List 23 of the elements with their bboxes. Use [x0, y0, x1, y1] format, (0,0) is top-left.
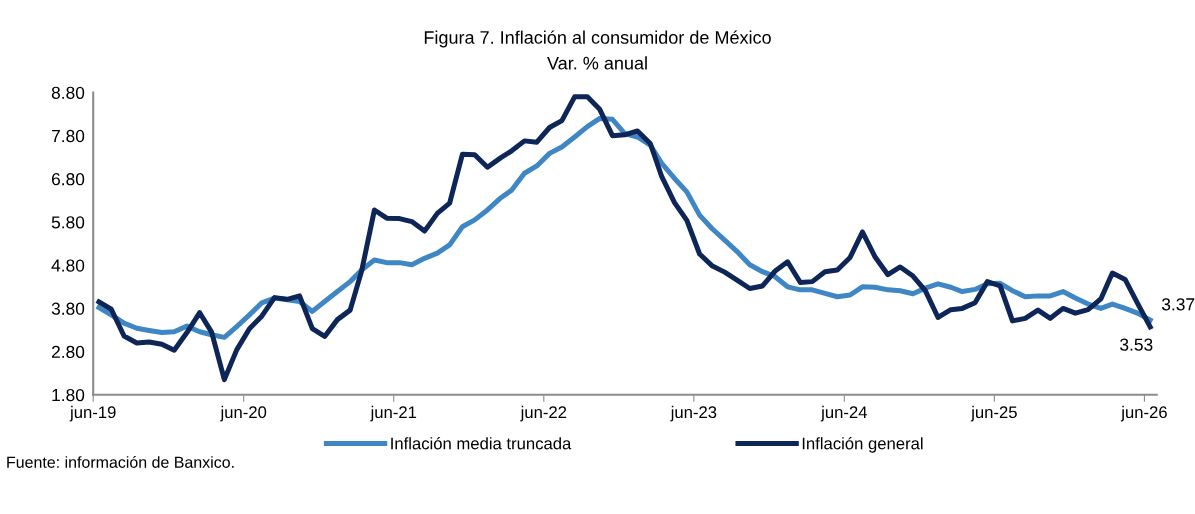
y-tick-label: 8.80: [51, 86, 85, 99]
y-tick-label: 3.80: [51, 302, 85, 315]
legend-label: Inflación general: [802, 436, 923, 453]
y-tick-label: 1.80: [52, 388, 85, 402]
x-tick-label: jun-22: [520, 405, 567, 422]
x-tick-label: jun-23: [670, 405, 717, 422]
annotation: 3.53: [1120, 338, 1153, 351]
y-tick-label: 5.80: [51, 216, 85, 229]
chart-title: Figura 7. Inflación al consumidor de México: [424, 30, 771, 48]
x-tick-label: jun-25: [970, 405, 1017, 422]
x-tick-label: jun-26: [1120, 405, 1167, 422]
x-tick-label: jun-20: [220, 405, 267, 422]
chart-subtitle: Var. % anual: [547, 56, 647, 70]
y-tick-label: 6.80: [51, 173, 85, 186]
y-tick-label: 4.80: [51, 259, 85, 272]
x-tick-label: jun-24: [820, 405, 867, 422]
annotation: 3.37: [1161, 298, 1195, 311]
legend-label: Inflación media truncada: [391, 436, 572, 450]
source-note: Fuente: información de Banxico.: [7, 455, 234, 468]
x-tick-label: jun-21: [370, 405, 417, 422]
y-tick-label: 2.80: [51, 345, 85, 359]
y-tick-label: 7.80: [51, 129, 85, 143]
x-tick-label: jun-19: [69, 405, 116, 422]
